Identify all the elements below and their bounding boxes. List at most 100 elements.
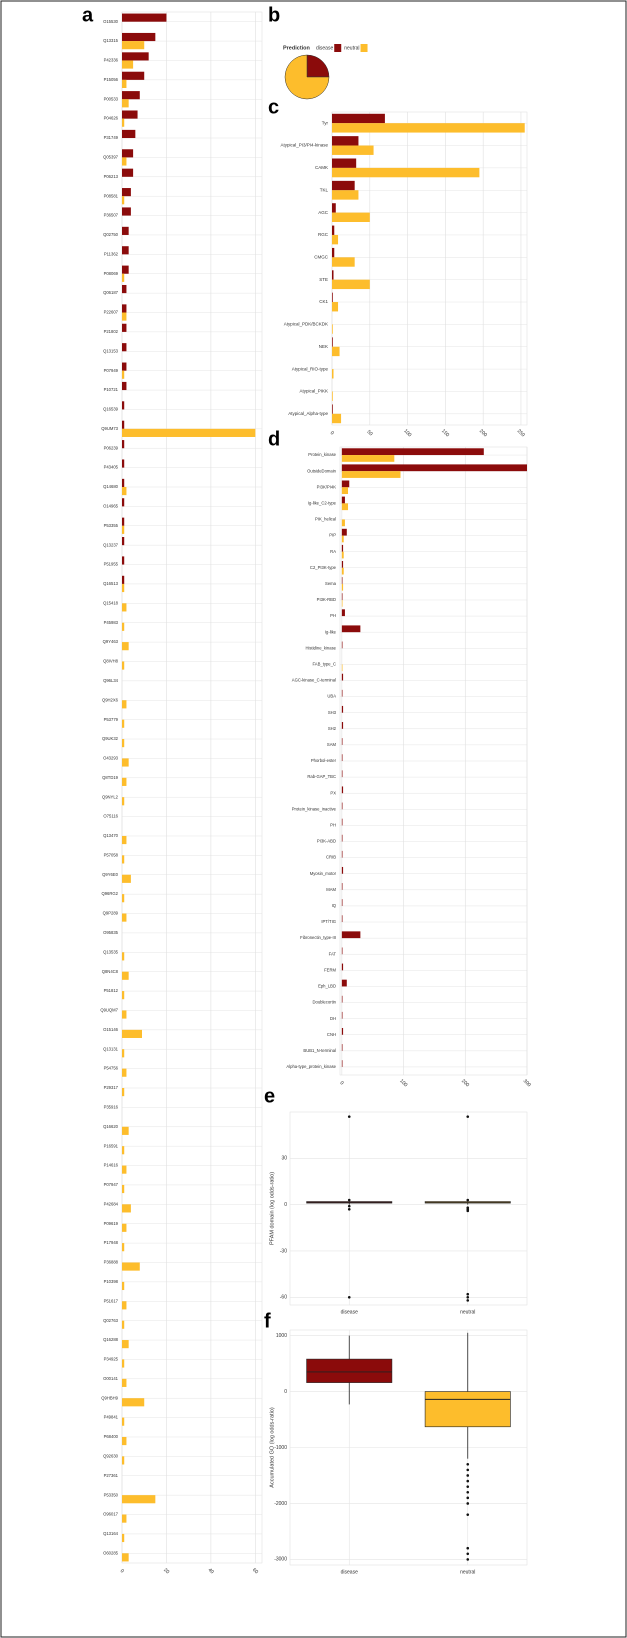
bar — [122, 1281, 125, 1291]
bar — [122, 1223, 127, 1232]
y-tick-label: Q02750 — [103, 232, 119, 237]
x-tick-label: 250 — [516, 428, 526, 438]
y-tick-label: Q16620 — [103, 1124, 119, 1129]
bar — [122, 323, 127, 332]
x-tick-label: neutral — [460, 1569, 475, 1575]
y-tick-label: P49841 — [104, 1415, 119, 1420]
bar — [332, 324, 333, 334]
bar — [122, 1436, 127, 1446]
panel-label: f — [264, 1310, 271, 1332]
panel-label: d — [268, 428, 280, 450]
y-tick-label: 1000 — [276, 1333, 287, 1339]
y-tick-label: P08581 — [104, 193, 119, 198]
y-tick-label: BUB1_N-terminal — [303, 1048, 336, 1053]
y-tick-label: P06239 — [104, 445, 119, 450]
bar — [122, 1340, 129, 1349]
y-tick-label: P29317 — [104, 1085, 119, 1090]
y-tick-label: AGC — [318, 210, 329, 215]
bar — [122, 420, 125, 429]
y-tick-label: P35916 — [104, 1105, 119, 1110]
y-tick-label: Fibronectin_type-III — [300, 935, 336, 940]
y-tick-label: Q13131 — [103, 1046, 119, 1051]
x-tick-label: 100 — [402, 428, 412, 438]
y-tick-label: P16591 — [104, 1143, 119, 1148]
y-tick-label: P42684 — [104, 1201, 119, 1206]
x-tick-label: 0 — [119, 1568, 125, 1574]
y-tick-label: Ig-like_C2-type — [308, 500, 337, 505]
bar — [122, 381, 127, 391]
bar — [332, 337, 333, 347]
y-tick-label: PI3K-ABD — [317, 839, 336, 844]
y-tick-label: PI3K-RBD — [317, 597, 336, 602]
bar — [341, 979, 347, 987]
y-tick-label: Q06187 — [103, 290, 119, 295]
y-tick-label: Atypical_PI3/PI4-kinase — [280, 143, 328, 148]
y-tick-label: Sema — [325, 581, 337, 586]
bar — [122, 440, 125, 449]
outlier — [466, 1546, 470, 1550]
y-tick-label: TKL — [320, 187, 329, 192]
bar — [122, 1533, 125, 1543]
bar — [341, 519, 345, 527]
bar — [122, 661, 125, 670]
y-tick-label: P00533 — [104, 96, 119, 101]
legend-title: Prediction — [283, 45, 311, 51]
bar — [341, 786, 344, 794]
y-tick-label: P51617 — [104, 1298, 119, 1303]
x-tick-label: 100 — [398, 1078, 408, 1088]
y-tick-label: P14616 — [104, 1163, 119, 1168]
bar — [332, 346, 340, 357]
y-tick-label: Q13164 — [103, 1531, 119, 1536]
x-tick-label: 0 — [339, 1080, 345, 1086]
bar — [341, 480, 350, 488]
y-tick-label: IQ — [332, 903, 337, 908]
y-tick-label: -2000 — [274, 1501, 287, 1507]
legend-swatch — [334, 44, 342, 52]
bar — [332, 257, 355, 267]
bar — [332, 234, 339, 245]
bar — [122, 952, 125, 961]
bar — [341, 544, 344, 552]
bar — [341, 561, 344, 568]
bar — [341, 883, 343, 890]
bar — [332, 413, 342, 424]
bar — [122, 486, 127, 496]
outlier — [466, 1502, 470, 1505]
y-tick-label: P17948 — [104, 1240, 119, 1245]
bar — [122, 855, 125, 864]
y-tick-label: Q13535 — [103, 949, 119, 954]
bar — [122, 129, 136, 139]
y-tick-label: Q13237 — [103, 542, 119, 547]
bar — [122, 188, 131, 197]
bar — [122, 517, 125, 526]
outlier — [347, 1115, 351, 1118]
y-tick-label: -1000 — [274, 1445, 287, 1451]
y-tick-label: P22607 — [104, 310, 119, 315]
bar — [341, 664, 343, 672]
y-tick-label: Q13315 — [103, 38, 119, 43]
bar — [122, 498, 125, 507]
bar — [122, 428, 256, 437]
y-tick-label: P08069 — [104, 271, 119, 276]
bar — [122, 1398, 145, 1407]
plot-bg — [121, 11, 263, 1564]
y-tick-label: Q14680 — [103, 484, 119, 489]
bar — [341, 1044, 343, 1051]
bar — [341, 738, 343, 745]
y-tick-label: Protein_kinase — [308, 452, 336, 457]
bar — [122, 196, 125, 205]
x-tick-label: 20 — [162, 1567, 170, 1575]
y-tick-label: O60285 — [103, 1550, 119, 1555]
y-tick-label: Q8TD19 — [102, 775, 118, 780]
bar — [122, 1049, 125, 1058]
bar — [341, 487, 349, 495]
y-tick-label: PX — [330, 790, 336, 795]
bar — [341, 931, 361, 939]
box — [306, 1358, 393, 1383]
y-tick-label: PIP — [329, 533, 336, 538]
bar — [122, 894, 125, 903]
bar — [341, 705, 344, 713]
y-tick-label: PIK_helical — [315, 517, 336, 522]
bar — [332, 167, 480, 178]
x-tick-label: 60 — [251, 1567, 259, 1575]
